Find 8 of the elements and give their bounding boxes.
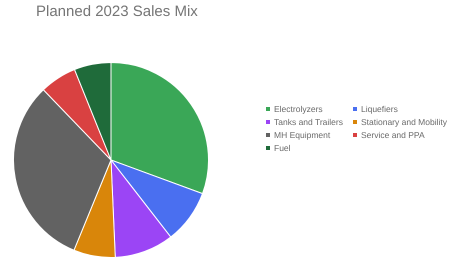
chart-title: Planned 2023 Sales Mix — [36, 3, 198, 20]
legend-label: Service and PPA — [360, 130, 425, 140]
legend-label: MH Equipment — [274, 130, 330, 140]
legend-label: Liquefiers — [360, 104, 398, 114]
legend-label: Fuel — [274, 143, 291, 153]
legend-label: Tanks and Trailers — [274, 117, 343, 127]
legend-label: Electrolyzers — [274, 104, 323, 114]
legend-label: Stationary and Mobility — [360, 117, 447, 127]
